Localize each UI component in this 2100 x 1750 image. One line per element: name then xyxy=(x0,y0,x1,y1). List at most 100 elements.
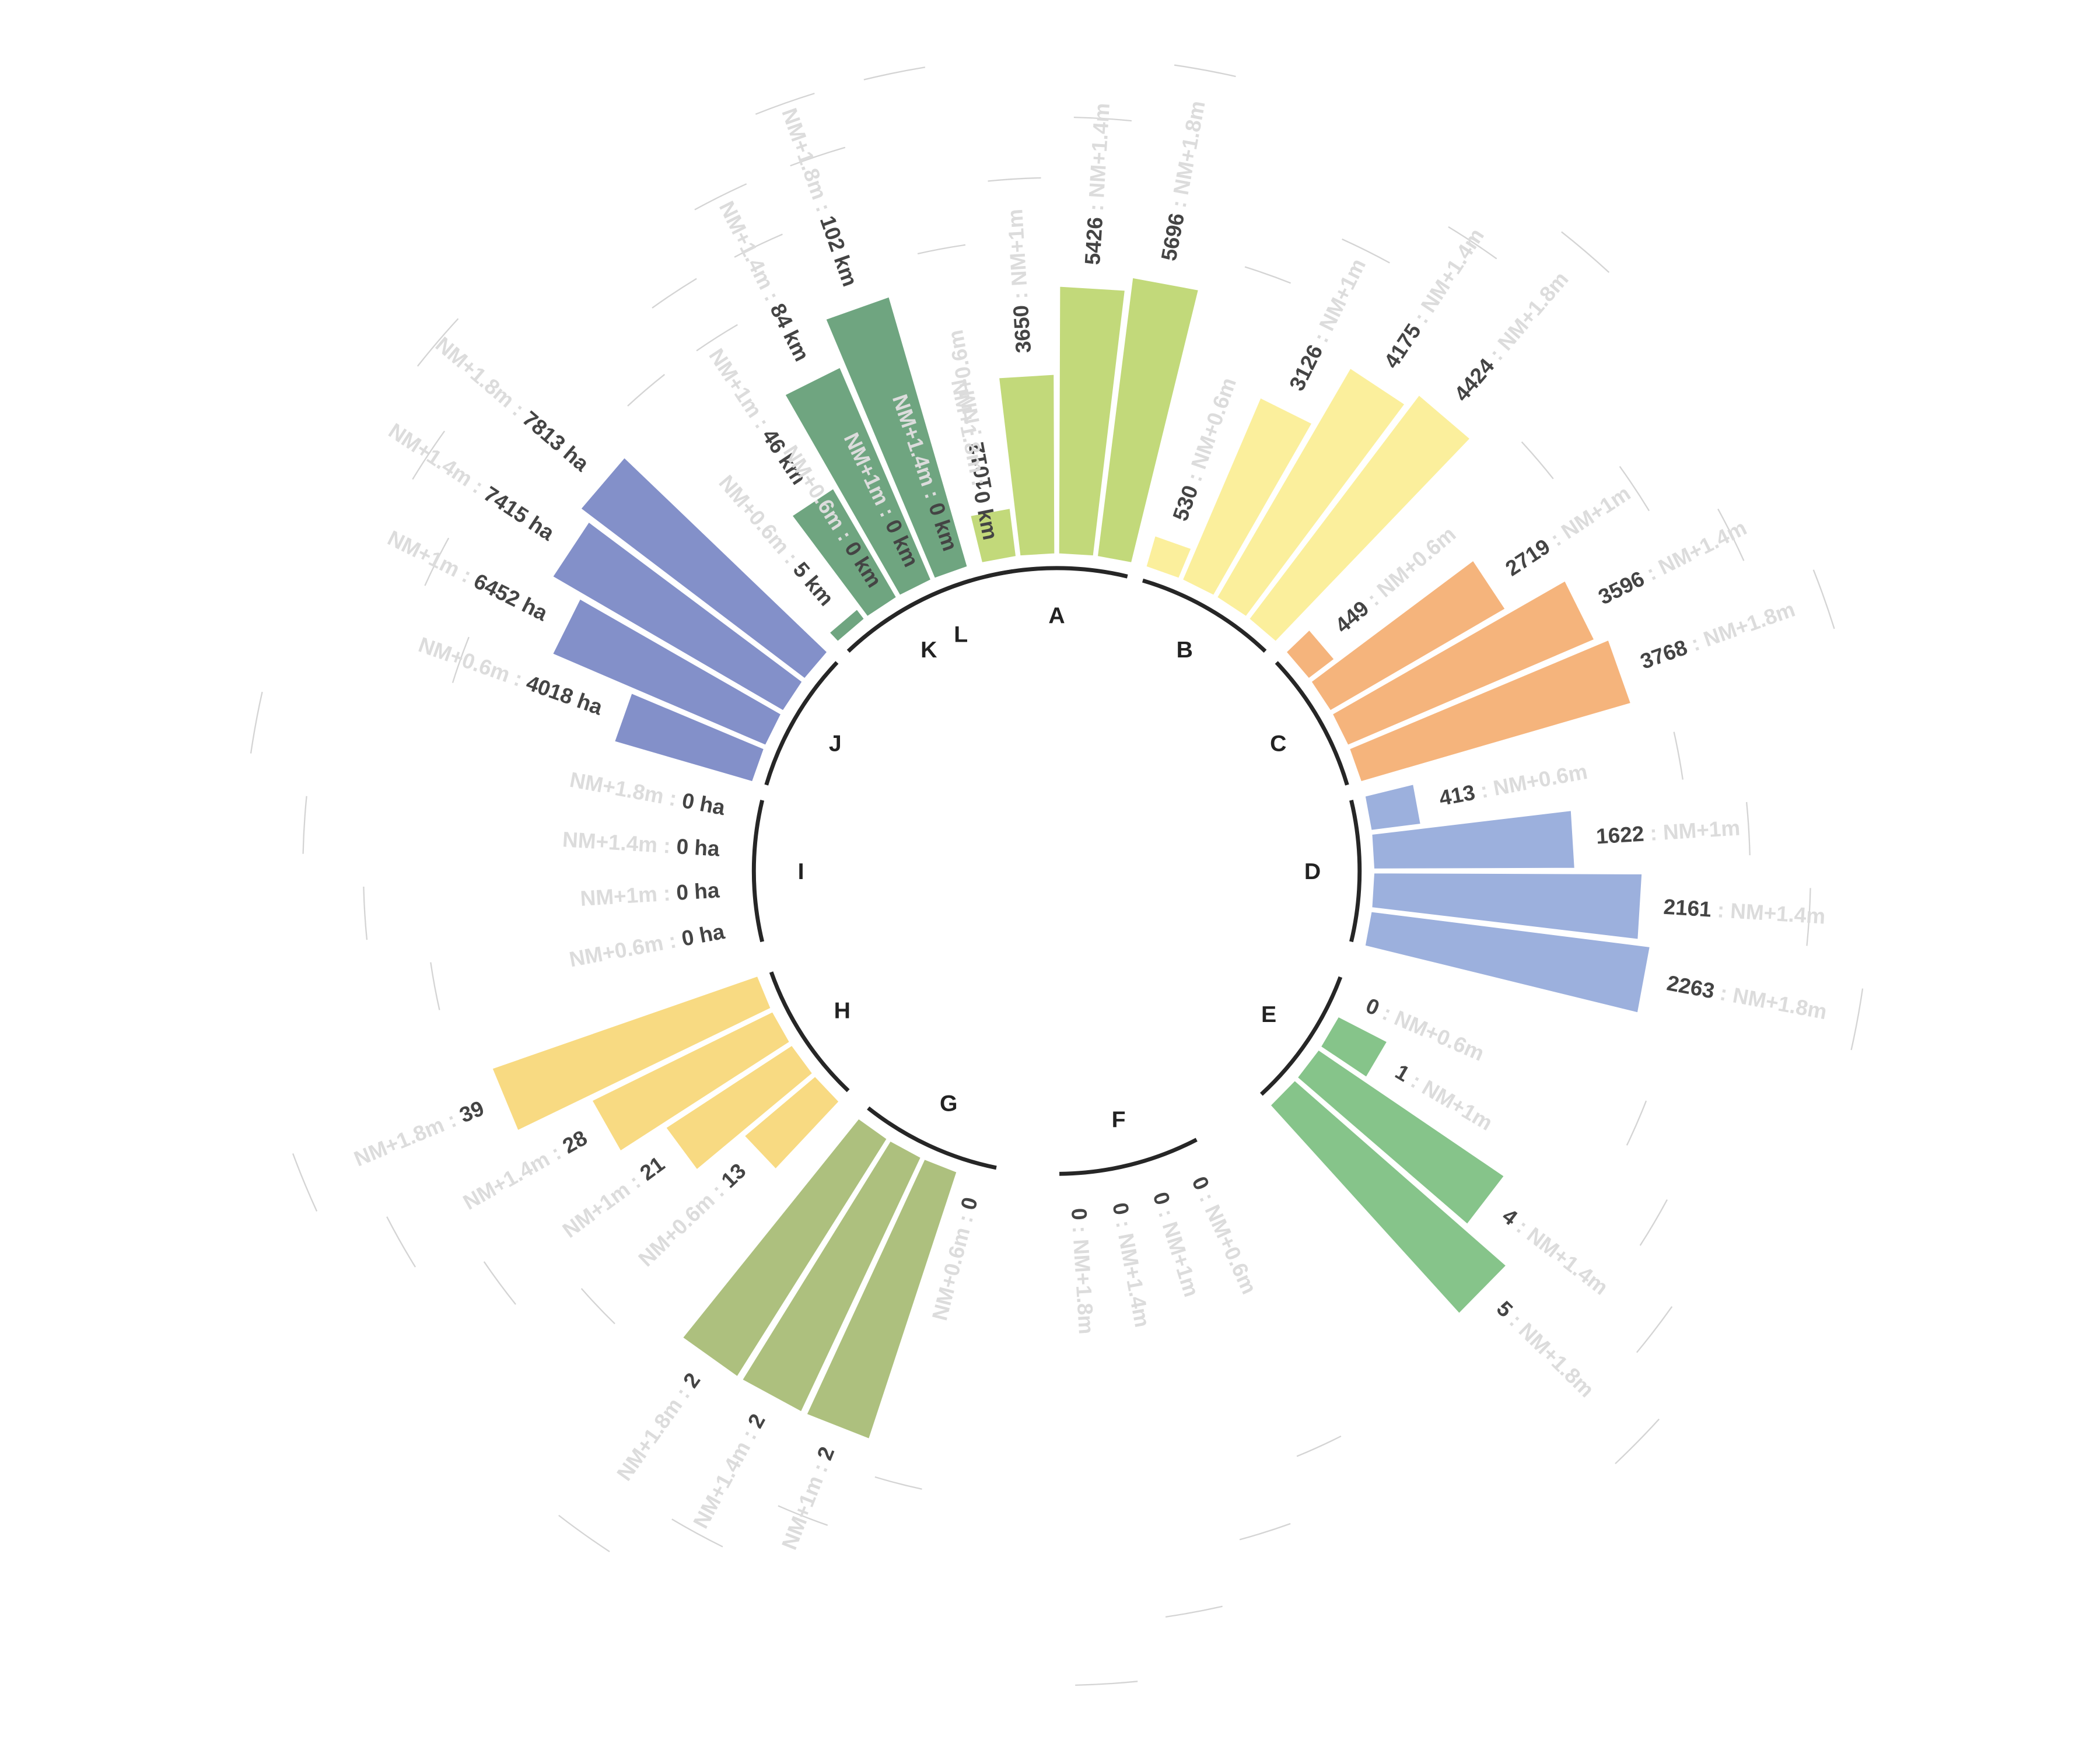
bar-k-3 xyxy=(782,364,934,598)
value-label-d-1: 413 : NM+0.6m xyxy=(1437,760,1590,810)
bar-b-4 xyxy=(1246,391,1474,645)
guide-tick xyxy=(863,66,926,80)
guide-tick xyxy=(755,92,815,115)
value-label-a-3: 5426 : NM+1.4m xyxy=(1080,102,1114,265)
value-label-f-4: 0 : NM+1.8m xyxy=(1067,1208,1098,1335)
guide-tick xyxy=(1521,441,1554,480)
ring-arc-g xyxy=(867,1106,997,1170)
value-label-j-4: NM+1.8m : 7813 ha xyxy=(431,332,594,476)
guide-tick xyxy=(778,1505,828,1526)
bar-j-3 xyxy=(550,519,806,714)
guide-tick xyxy=(1619,466,1650,512)
bar-c-1 xyxy=(1283,626,1338,682)
bars xyxy=(489,275,1653,1442)
segment-letter-c: C xyxy=(1270,731,1286,757)
guide-tick xyxy=(1174,64,1236,78)
bar-g-4 xyxy=(679,1115,890,1380)
guide-tick xyxy=(1717,508,1745,561)
guide-tick xyxy=(1296,1435,1342,1457)
ring-arc-l xyxy=(880,569,1013,626)
bar-h-2 xyxy=(663,1042,816,1173)
value-label-i-1: NM+0.6m : 0 ha xyxy=(568,919,727,972)
bar-c-4 xyxy=(1346,637,1634,785)
bar-b-2 xyxy=(1180,394,1315,598)
bar-k-4 xyxy=(822,293,971,582)
guide-tick xyxy=(1626,1100,1647,1146)
value-label-g-2: NM+1m : 2 xyxy=(777,1443,839,1553)
value-label-c-3: 3596 : NM+1.4m xyxy=(1594,515,1750,609)
bar-h-4 xyxy=(489,973,774,1134)
guide-tick xyxy=(671,1518,723,1548)
ring-arc-h xyxy=(769,971,850,1093)
guide-tick xyxy=(1812,569,1835,629)
guide-tick xyxy=(790,146,846,167)
bar-e-4 xyxy=(1267,1077,1510,1317)
segment-letter-f: F xyxy=(1112,1107,1126,1132)
bar-g-2 xyxy=(803,1156,960,1442)
guide-tick xyxy=(917,244,966,255)
ring-arc-d xyxy=(1349,800,1362,943)
value-label-c-2: 2719 : NM+1m xyxy=(1501,481,1634,581)
guide-tick xyxy=(363,887,368,940)
guide-tick xyxy=(250,691,263,754)
value-label-g-3: NM+1.4m : 2 xyxy=(688,1410,769,1532)
value-label-i-3: NM+1.4m : 0 ha xyxy=(562,827,720,860)
guide-tick xyxy=(1165,1605,1223,1618)
guide-tick xyxy=(412,430,446,480)
value-label-h-4: NM+1.8m : 39 xyxy=(351,1096,488,1171)
guide-tick xyxy=(1073,116,1132,122)
value-label-f-3: 0 : NM+1.4m xyxy=(1108,1200,1155,1329)
value-label-d-2: 1622 : NM+1m xyxy=(1595,816,1741,848)
value-label-b-3: 4175 : NM+1.4m xyxy=(1379,224,1489,372)
value-label-g-4: NM+1.8m : 2 xyxy=(612,1368,705,1485)
segment-letter-g: G xyxy=(940,1090,958,1116)
bar-c-3 xyxy=(1329,578,1598,748)
value-label-f-2: 0 : NM+1m xyxy=(1149,1189,1204,1300)
bar-a-1 xyxy=(967,505,1019,566)
ring-arc-c xyxy=(1275,661,1349,786)
bar-d-1 xyxy=(1362,781,1424,833)
guide-tick xyxy=(1806,888,1811,946)
bar-g-3 xyxy=(739,1138,924,1415)
guide-tick xyxy=(452,636,470,683)
bar-j-4 xyxy=(578,454,831,682)
ring-arc-f xyxy=(1059,1138,1198,1176)
guide-tick xyxy=(988,177,1041,182)
guide-tick xyxy=(1636,1306,1673,1353)
guide-tick xyxy=(627,374,666,407)
segment-letter-k: K xyxy=(921,637,937,663)
bar-a-4 xyxy=(1094,275,1202,566)
value-label-c-4: 3768 : NM+1.8m xyxy=(1637,597,1798,673)
bar-d-4 xyxy=(1362,909,1653,1016)
guide-tick xyxy=(652,278,697,309)
guide-tick xyxy=(483,1261,516,1305)
guide-tick xyxy=(694,183,747,211)
segment-letter-d: D xyxy=(1304,859,1321,884)
value-label-a-4: 5696 : NM+1.8m xyxy=(1157,99,1210,262)
bar-e-3 xyxy=(1294,1046,1508,1228)
ring-arc-i xyxy=(751,800,765,943)
guide-tick xyxy=(1615,1418,1660,1464)
segment-letter-i: I xyxy=(798,859,804,884)
guide-tick xyxy=(1244,266,1291,284)
guide-tick xyxy=(1239,1522,1291,1541)
value-label-a-2: 3650 : NM+1m xyxy=(1003,208,1035,354)
guide-tick xyxy=(1075,1681,1138,1686)
guide-tick xyxy=(1850,988,1864,1051)
guide-tick xyxy=(1448,226,1497,260)
guide-tick xyxy=(1561,231,1610,273)
guide-tick xyxy=(874,1476,922,1490)
value-label-k-4: NM+1.8m : 102 km xyxy=(778,105,863,289)
segment-letter-h: H xyxy=(834,998,850,1024)
value-label-b-4: 4424 : NM+1.8m xyxy=(1450,267,1573,406)
segment-letter-e: E xyxy=(1261,1002,1276,1027)
bar-j-2 xyxy=(550,596,784,748)
segment-letter-a: A xyxy=(1048,603,1065,628)
guide-tick xyxy=(386,1216,416,1268)
guide-tick xyxy=(1342,238,1390,264)
ring-arc-e xyxy=(1259,976,1343,1096)
bar-b-1 xyxy=(1143,533,1195,582)
bar-d-3 xyxy=(1369,870,1645,942)
guide-tick xyxy=(558,1514,610,1552)
ring-arc-b xyxy=(1142,578,1267,653)
